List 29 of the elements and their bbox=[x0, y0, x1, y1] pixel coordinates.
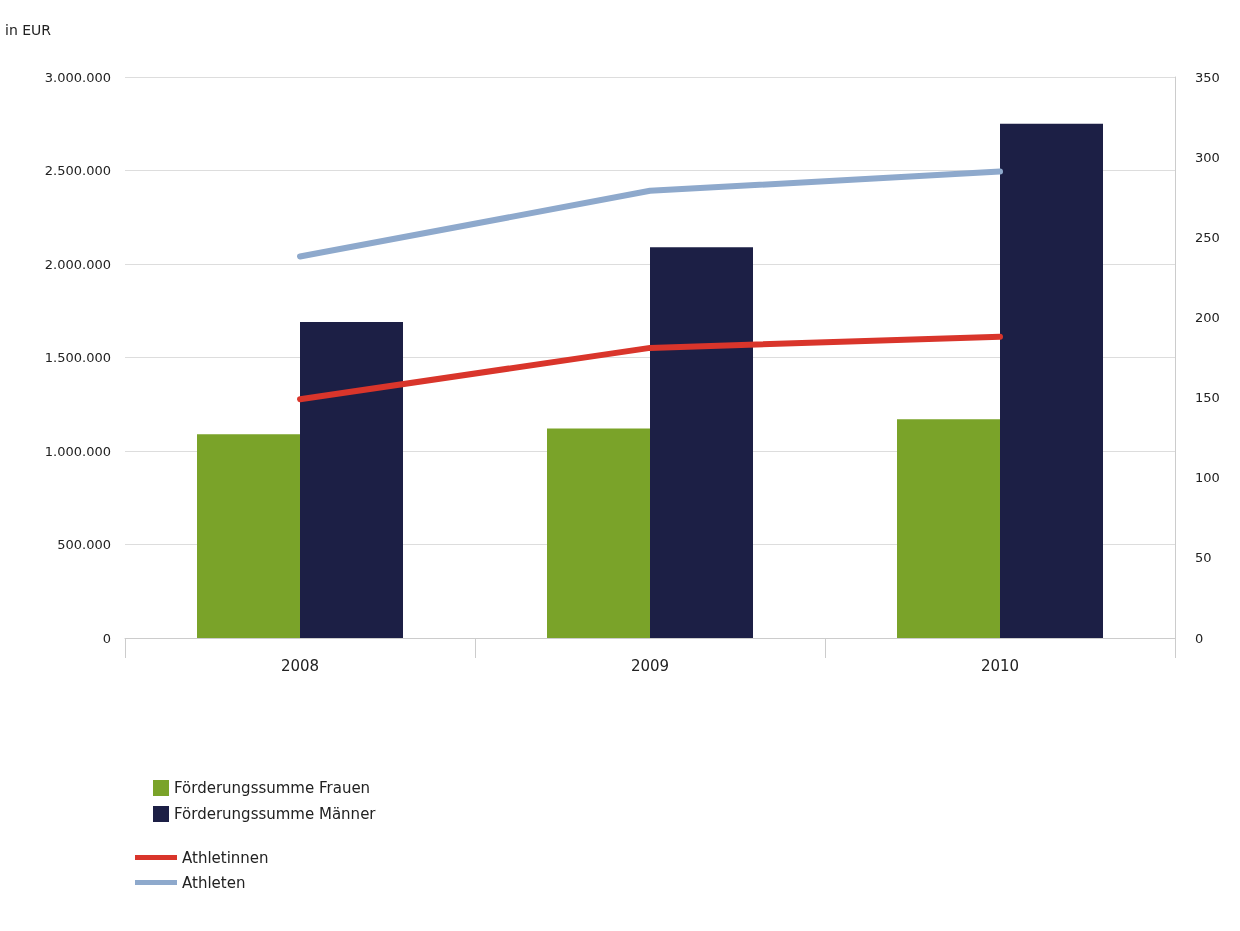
y2-tick-label: 350 bbox=[1195, 69, 1220, 85]
y-tick-label: 500.000 bbox=[57, 537, 111, 552]
y-tick-label: 0 bbox=[102, 630, 111, 646]
y-tick-label: 3.000.000 bbox=[44, 69, 111, 85]
bar bbox=[547, 428, 650, 638]
y-tick-label: 2.000.000 bbox=[44, 256, 111, 272]
x-tick-label: 2009 bbox=[630, 656, 670, 675]
y2-tick-label: 150 bbox=[1195, 390, 1220, 406]
y-tick-label: 2.500.000 bbox=[44, 163, 111, 178]
x-tick-label: 2010 bbox=[980, 656, 1020, 675]
bar bbox=[897, 419, 1000, 638]
bar bbox=[1000, 123, 1103, 638]
y-tick-label: 1.000.000 bbox=[44, 443, 111, 459]
y2-tick-label: 300 bbox=[1195, 149, 1220, 165]
y-axis-title: in EUR bbox=[5, 22, 52, 38]
y2-tick-label: 200 bbox=[1195, 309, 1220, 325]
bar bbox=[197, 434, 300, 638]
x-tick-label: 2008 bbox=[280, 656, 320, 675]
y2-tick-label: 100 bbox=[1195, 470, 1220, 486]
y2-tick-label: 50 bbox=[1195, 550, 1212, 566]
y2-tick-label: 0 bbox=[1195, 630, 1204, 646]
legend-label: Athleten bbox=[182, 873, 246, 892]
legend-label: Förderungssumme Männer bbox=[174, 805, 377, 823]
legend-label: Athletinnen bbox=[182, 848, 269, 867]
y2-tick-label: 250 bbox=[1195, 229, 1220, 245]
y-tick-label: 1.500.000 bbox=[44, 350, 111, 365]
legend-label: Förderungssumme Frauen bbox=[174, 779, 371, 797]
bar bbox=[650, 247, 753, 638]
bar bbox=[300, 321, 403, 638]
